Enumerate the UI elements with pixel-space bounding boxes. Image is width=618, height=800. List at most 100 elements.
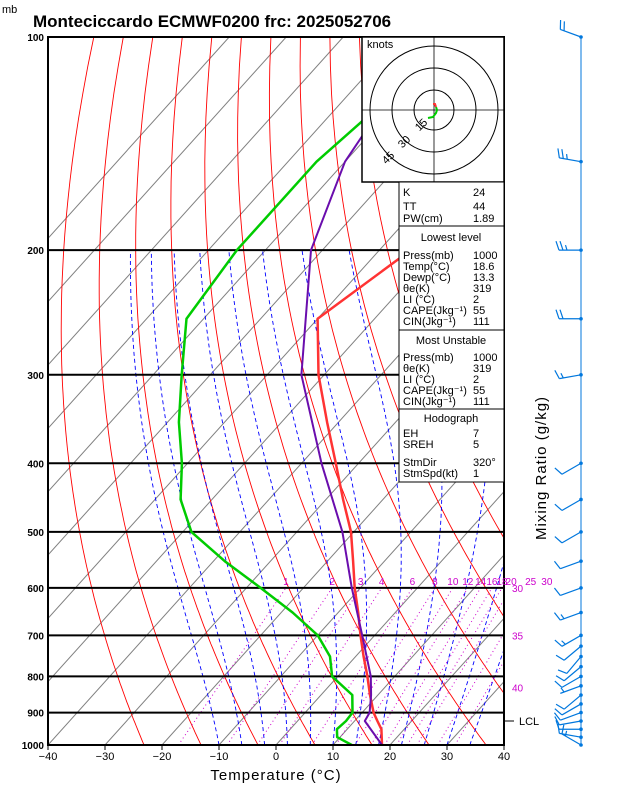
isotherm-line [48, 37, 287, 303]
wind-barb [554, 530, 583, 544]
dry-adiabat-line [135, 37, 259, 745]
mixing-ratio-label: 1 [283, 577, 289, 588]
theta-e-label: 30 [512, 584, 524, 595]
mixing-ratio-label: 18 [496, 577, 508, 588]
wind-barb [553, 586, 583, 597]
hodograph-trace-low [427, 106, 439, 119]
mixing-ratio-line [416, 598, 504, 745]
dry-adiabat-line [60, 37, 145, 745]
mu-row-cape: CAPE(Jkg⁻¹) 55 [403, 385, 485, 397]
mu-row-thetae: θe(K) 319 [403, 363, 491, 375]
moist-adiabat-line [301, 250, 368, 745]
hodograph-trace-high [433, 103, 437, 108]
mixing-ratio-axis-title: Mixing Ratio (g/kg) [533, 396, 550, 540]
background-lines [48, 37, 618, 745]
x-axis-title: Temperature (°C) [210, 767, 341, 784]
svg-text:LI (°C): LI (°C) [403, 374, 435, 386]
dry-adiabat-line [595, 37, 618, 745]
svg-text:1: 1 [473, 468, 479, 480]
svg-text:EH: EH [403, 428, 418, 440]
svg-text:111: 111 [473, 396, 490, 408]
mixing-ratio-line [370, 587, 469, 745]
isotherm-line [48, 174, 504, 683]
lcl-marker: LCL [504, 716, 539, 728]
hodograph-frame [361, 36, 505, 183]
wind-barb [555, 664, 583, 682]
svg-text:CIN(Jkg⁻¹): CIN(Jkg⁻¹) [403, 316, 456, 328]
svg-text:2: 2 [473, 294, 479, 306]
pressure-tick-label: 400 [27, 459, 44, 470]
svg-text:7: 7 [473, 428, 479, 440]
dry-adiabat-line [299, 37, 504, 695]
index-row-pw: PW(cm) 1.89 [403, 213, 494, 225]
lowest-row-cin: CIN(Jkg⁻¹) 111 [403, 316, 490, 328]
isotherm-line [332, 554, 504, 745]
svg-text:StmSpd(kt): StmSpd(kt) [403, 468, 458, 480]
wind-barb [559, 19, 583, 39]
dry-adiabat-line [536, 37, 618, 745]
mixing-ratio-label: 6 [410, 577, 416, 588]
temperature-tick-label: 0 [273, 751, 279, 763]
pressure-tick-label: 900 [27, 709, 44, 720]
lowest-row-cape: CAPE(Jkg⁻¹) 55 [403, 305, 485, 317]
mixing-ratio-line [335, 587, 436, 745]
pressure-unit-label: mb [2, 4, 17, 16]
temperature-tick-label: −40 [39, 751, 58, 763]
isotherm-line [48, 37, 401, 430]
theta-e-label: 35 [512, 631, 524, 642]
mu-row-li: LI (°C) 2 [403, 374, 479, 386]
wind-barb [555, 309, 583, 321]
mixing-ratio-label: 2 [329, 577, 335, 588]
hodograph-ring-15 [413, 89, 455, 131]
hodo-row-eh: EH 7 [403, 428, 479, 440]
index-row-k: K 24 [403, 187, 485, 199]
dry-adiabat-line [507, 37, 618, 745]
wind-barb [554, 461, 583, 475]
mixing-ratio-label: 10 [447, 577, 459, 588]
mixing-ratio-label: 12 [462, 577, 474, 588]
mixing-ratio-line [311, 587, 413, 745]
hodo-row-stmspd: StmSpd(kt) 1 [403, 468, 479, 480]
svg-text:44: 44 [473, 201, 485, 213]
dry-adiabat-line [204, 37, 373, 745]
pressure-tick-label: 500 [27, 528, 44, 539]
mixing-ratio-label: 3 [358, 577, 364, 588]
svg-text:θe(K): θe(K) [403, 283, 430, 295]
svg-text:StmDir: StmDir [403, 457, 437, 469]
svg-text:CIN(Jkg⁻¹): CIN(Jkg⁻¹) [403, 396, 456, 408]
svg-text:Press(mb): Press(mb) [403, 250, 454, 262]
chart-title: Monteciccardo ECMWF0200 frc: 2025052706 [33, 12, 391, 31]
wind-barbs [553, 19, 583, 747]
lowest-row-thetae: θe(K) 319 [403, 283, 491, 295]
temperature-tick-label: 40 [498, 751, 510, 763]
wind-barb [557, 723, 583, 740]
svg-text:CAPE(Jkg⁻¹): CAPE(Jkg⁻¹) [403, 305, 467, 317]
wind-barb [554, 674, 583, 688]
lowest-level-title: Lowest level [421, 232, 482, 244]
svg-text:320°: 320° [473, 457, 496, 469]
svg-text:θe(K): θe(K) [403, 363, 430, 375]
mixing-ratio-label: 20 [506, 577, 518, 588]
dry-adiabat-line [329, 37, 504, 618]
dry-adiabat-line [566, 37, 618, 745]
dry-adiabat-line [170, 37, 316, 745]
wind-barb [555, 240, 583, 252]
lowest-row-dewp: Dewp(°C) 13.3 [403, 272, 494, 284]
pressure-tick-label: 300 [27, 371, 44, 382]
hodograph-unit: knots [367, 39, 394, 51]
dry-adiabat-line [268, 37, 487, 745]
mixing-ratio-label: 14 [475, 577, 487, 588]
pressure-tick-label: 800 [27, 672, 44, 683]
svg-text:111: 111 [473, 316, 490, 328]
wind-barb [560, 684, 583, 694]
theta-e-label: 40 [512, 684, 524, 695]
indices-panel: K 24 TT 44 PW(cm) 1.89 Lowest level Pres… [398, 181, 505, 483]
pressure-tick-label: 1000 [22, 741, 45, 752]
svg-text:5: 5 [473, 439, 479, 451]
mu-row-cin: CIN(Jkg⁻¹) 111 [403, 396, 490, 408]
isotherm-line [48, 37, 458, 493]
pressure-tick-label: 700 [27, 631, 44, 642]
hodograph-ring-30 [391, 67, 477, 153]
dry-adiabat-line [237, 37, 430, 745]
